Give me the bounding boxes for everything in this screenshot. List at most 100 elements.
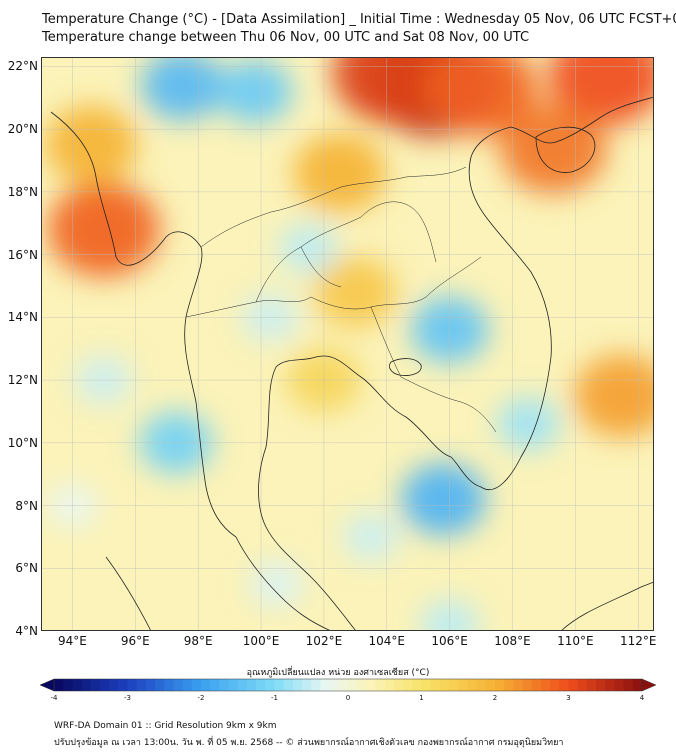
vietnam-south-coast — [450, 126, 552, 490]
colorbar-cell — [256, 679, 266, 691]
latitude-label: 4°N — [15, 624, 38, 638]
colorbar-cell — [136, 679, 147, 691]
colorbar-cell — [329, 679, 340, 691]
colorbar-cell — [283, 679, 294, 691]
longitude-label: 102°E — [305, 634, 343, 648]
temperature-anomaly-14 — [400, 463, 486, 536]
colorbar-cell — [292, 679, 303, 691]
colorbar-cell — [412, 679, 422, 691]
colorbar-outline — [53, 678, 643, 692]
temperature-anomaly-19 — [279, 223, 338, 274]
borneo-coast — [560, 581, 655, 632]
colorbar-tick-label: 0 — [345, 694, 351, 702]
longitude-label: 110°E — [557, 634, 594, 648]
colorbar-cell — [458, 679, 468, 691]
latitude-label: 10°N — [7, 435, 38, 450]
hainan-island — [535, 126, 596, 173]
colorbar-cell — [237, 679, 248, 691]
latitude-label: 6°N — [15, 561, 38, 576]
colorbar-cell — [182, 679, 193, 691]
peninsula-east-coast — [258, 446, 357, 632]
temperature-anomaly-9 — [314, 257, 397, 328]
colorbar-cell — [504, 679, 514, 691]
temperature-anomaly-12 — [217, 59, 293, 124]
temperature-anomaly-8 — [574, 354, 671, 437]
colorbar-tick-label: 4 — [639, 694, 645, 702]
temperature-anomaly-2 — [425, 41, 537, 136]
colorbar-cell — [586, 679, 597, 691]
colorbar-cell — [596, 679, 606, 691]
latitude-label: 16°N — [7, 247, 38, 262]
colorbar-cell — [164, 679, 174, 691]
colorbar-cell — [99, 679, 110, 691]
longitude-label: 108°E — [494, 634, 531, 648]
colorbar-cell — [265, 679, 275, 691]
colorbar-cell — [210, 679, 220, 691]
colorbar-cell — [522, 679, 533, 691]
colorbar-tick-label: -1 — [271, 694, 278, 702]
latitude-label: 14°N — [7, 310, 38, 325]
map-border — [41, 57, 654, 631]
colorbar-cell — [513, 679, 524, 691]
internal-borders — [185, 166, 497, 433]
colorbar-cell — [173, 679, 184, 691]
colorbar-cell — [274, 679, 285, 691]
colorbar-cell — [63, 679, 73, 691]
colorbar-cell — [228, 679, 239, 691]
colorbar-cell — [109, 679, 119, 691]
temperature-anomaly-4 — [500, 102, 607, 194]
colorbar-title: อุณหภูมิเปลี่ยนแปลง หน่วย องศาเซลเซียส (… — [246, 668, 430, 678]
temperature-anomaly-5 — [48, 182, 160, 277]
colorbar-cell — [531, 679, 542, 691]
colorbar-cell — [375, 679, 386, 691]
chart-subtitle: Temperature change between Thu 06 Nov, 0… — [42, 30, 530, 45]
colorbar-cell — [485, 679, 496, 691]
colorbar-cell — [191, 679, 202, 691]
colorbar-cell — [449, 679, 459, 691]
temperature-anomaly-18 — [343, 513, 400, 561]
tonle-sap-lake — [389, 358, 422, 376]
colorbar-cell — [72, 679, 83, 691]
colorbar-cell — [384, 679, 395, 691]
colorbar-tick-label: 1 — [419, 694, 424, 702]
colorbar-cell — [320, 679, 331, 691]
colorbar-tick-label: 3 — [566, 694, 571, 702]
colorbar-cell — [118, 679, 128, 691]
colorbar-cell — [430, 679, 441, 691]
coastlines-borders — [50, 96, 655, 632]
temperature-anomaly-7 — [293, 133, 386, 213]
colorbar-cell — [476, 679, 487, 691]
temperature-map — [41, 21, 671, 650]
colorbar-cell — [145, 679, 156, 691]
colorbar-cell — [219, 679, 230, 691]
latitude-label: 22°N — [7, 59, 38, 74]
colorbar-cell — [623, 679, 634, 691]
colorbar-cell — [311, 679, 321, 691]
colorbar-cell — [439, 679, 450, 691]
colorbar-cell — [421, 679, 432, 691]
longitude-label: 112°E — [620, 634, 657, 648]
colorbar-cell — [540, 679, 551, 691]
map-gridlines — [41, 57, 654, 632]
colorbar-cell — [632, 679, 643, 691]
latitude-label: 8°N — [15, 498, 38, 513]
colorbar — [40, 678, 656, 692]
gulf-of-thailand-coast — [265, 355, 452, 458]
longitude-label: 106°E — [431, 634, 468, 648]
colorbar-cell — [201, 679, 211, 691]
latitude-label: 12°N — [7, 373, 38, 388]
colorbar-cell — [127, 679, 138, 691]
footer-model-info: WRF-DA Domain 01 :: Grid Resolution 9km … — [54, 721, 277, 731]
colorbar-cell — [495, 679, 505, 691]
colorbar-cell — [54, 679, 64, 691]
colorbar-tick-label: -3 — [124, 694, 131, 702]
colorbar-cell — [568, 679, 579, 691]
longitude-label: 98°E — [183, 634, 213, 648]
colorbar-cell — [393, 679, 404, 691]
colorbar-cell — [302, 679, 312, 691]
colorbar-cell — [550, 679, 560, 691]
colorbar-cell — [605, 679, 615, 691]
colorbar-min-arrow — [40, 678, 55, 692]
colorbar-cell — [357, 679, 367, 691]
colorbar-max-arrow — [641, 678, 656, 692]
